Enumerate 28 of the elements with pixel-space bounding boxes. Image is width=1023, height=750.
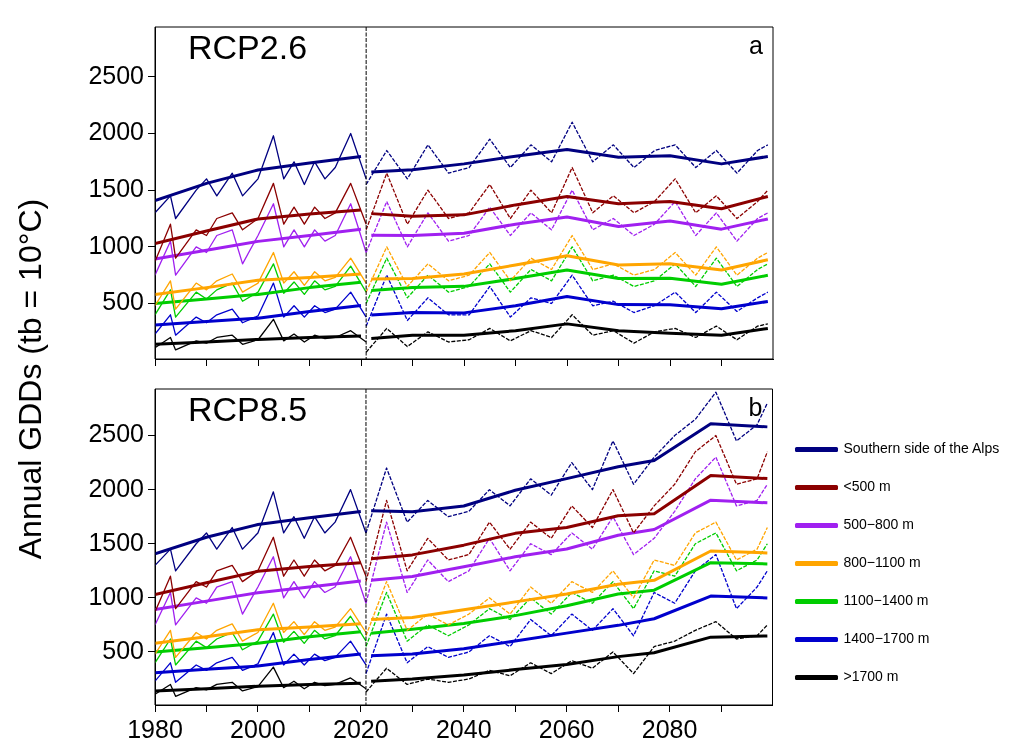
legend-label: 1400−1700 m [843,630,930,647]
x-tick-label: 2040 [435,714,492,743]
annotation: a [749,31,764,60]
y-tick-label: 2000 [88,473,144,502]
y-tick-label: 2000 [88,117,144,146]
x-tick-label: 1980 [127,714,183,743]
chart-title: RCP8.5 [188,390,308,429]
legend-label: 500−800 m [843,516,914,533]
y-tick-label: 500 [102,287,144,316]
y-tick-label: 1000 [88,230,144,259]
legend-label: Southern side of the Alps [843,440,1000,457]
x-tick-label: 2000 [230,714,286,743]
x-tick-label: 2080 [641,714,698,743]
x-tick-label: 2060 [538,714,595,743]
y-tick-label: 1500 [88,527,144,556]
annotation: b [748,393,763,422]
y-axis-title: Annual GDDs (tb = 10°C) [11,198,49,560]
y-tick-label: 2500 [88,60,144,89]
y-tick-label: 2500 [88,419,144,448]
x-tick-label: 2020 [333,714,389,743]
legend-label: 1100−1400 m [843,592,929,609]
y-tick-label: 1000 [88,581,144,610]
y-tick-label: 500 [102,635,144,664]
y-tick-label: 1500 [88,174,144,203]
legend-label: 800−1100 m [843,554,921,571]
chart-title: RCP2.6 [188,28,308,67]
legend-label: <500 m [843,478,891,495]
legend-label: >1700 m [843,668,899,685]
